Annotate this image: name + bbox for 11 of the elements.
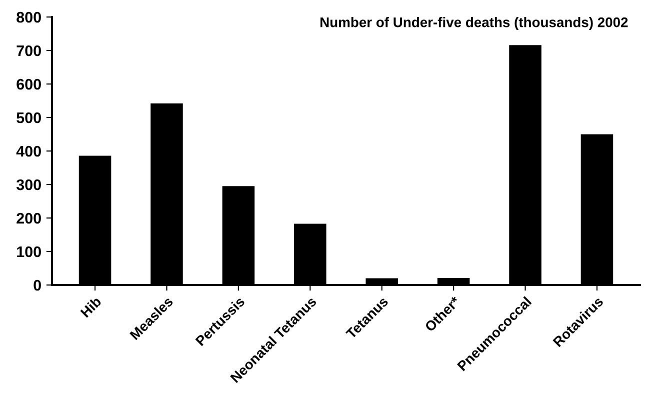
chart-title: Number of Under-five deaths (thousands) 2002 xyxy=(320,17,628,30)
y-tick-label: 300 xyxy=(16,179,41,190)
y-tick-label: 600 xyxy=(16,78,41,90)
y-tick-label: 200 xyxy=(16,212,41,224)
y-tick-label: 800 xyxy=(16,12,41,23)
y-tick-label: 0 xyxy=(34,280,41,291)
y-tick-label: 100 xyxy=(17,246,41,258)
y-tick-label: 500 xyxy=(16,112,41,124)
x-tick-label: Hib xyxy=(80,296,102,318)
y-tick-label: 400 xyxy=(16,146,41,157)
y-tick-label: 700 xyxy=(16,45,41,56)
